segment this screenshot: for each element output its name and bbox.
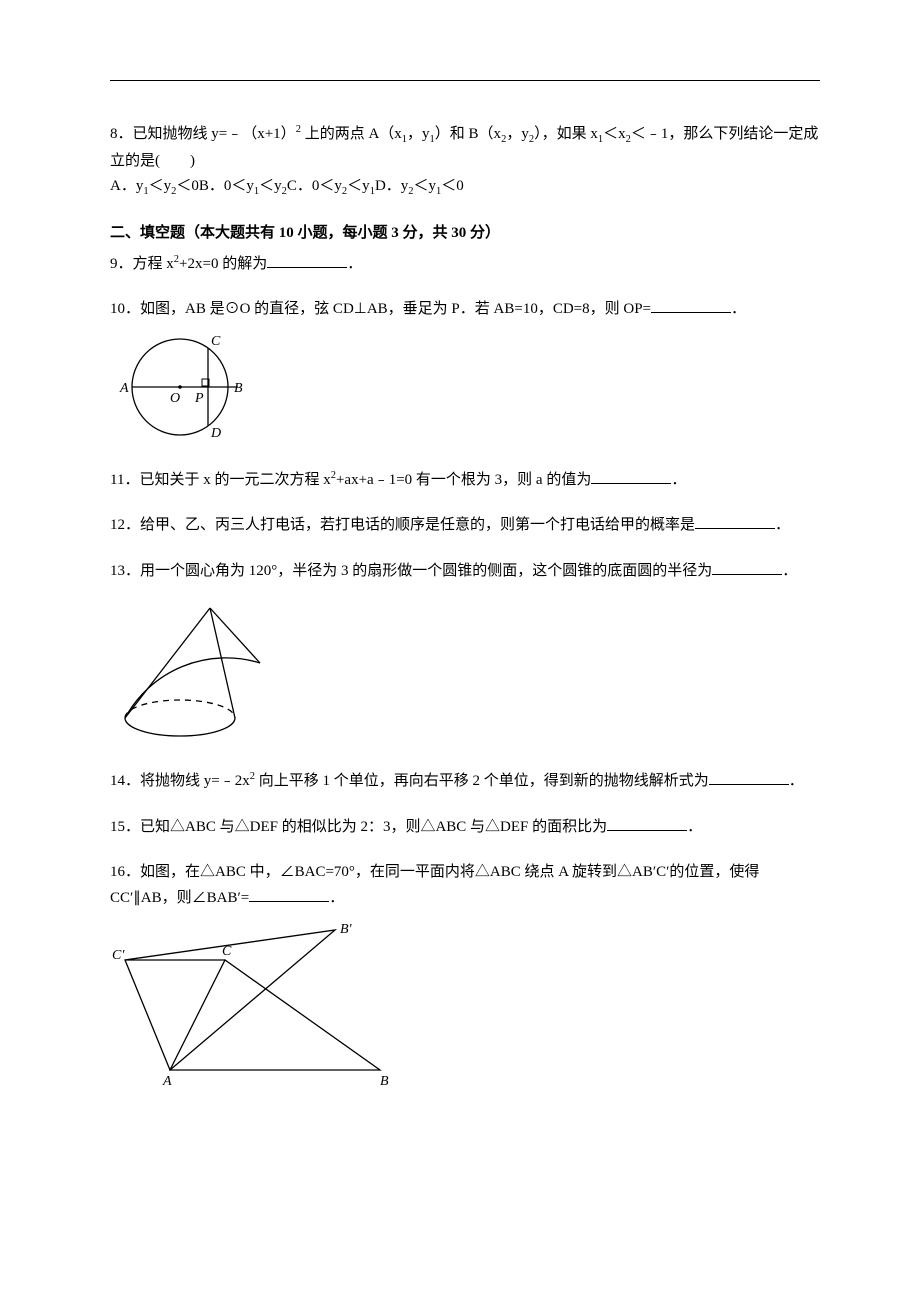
q8-optA-b: ＜y [149, 178, 172, 194]
q10-figure: A B C D O P [110, 327, 820, 447]
section-2-title: 二、填空题（本大题共有 10 小题，每小题 3 分，共 30 分） [110, 221, 820, 247]
q11-a: 已知关于 x 的一元二次方程 x [139, 472, 330, 488]
q14-blank [709, 769, 789, 785]
question-10: 10．如图，AB 是⊙O 的直径，弦 CD⊥AB，垂足为 P．若 AB=10，C… [110, 297, 820, 447]
q10-label-C: C [211, 334, 221, 349]
q10-num: 10． [110, 301, 140, 317]
question-11: 11．已知关于 x 的一元二次方程 x2+ax+a﹣1=0 有一个根为 3，则 … [110, 467, 820, 494]
q16-label-Cp: C' [112, 948, 125, 963]
q10-label-A: A [119, 381, 129, 396]
q8-ta: 已知抛物线 y=﹣（x+1） [133, 126, 296, 142]
q16-end: ． [329, 890, 344, 906]
q15-num: 15． [110, 819, 140, 835]
q11-blank [591, 468, 671, 484]
q10-label-P: P [194, 391, 204, 406]
q8-tb: 上的两点 A（x [301, 126, 402, 142]
q10-blank [651, 297, 731, 313]
question-8: 8．已知抛物线 y=﹣（x+1）2 上的两点 A（x1，y1）和 B（x2，y2… [110, 121, 820, 201]
q16-label-A: A [162, 1074, 172, 1085]
q12-blank [695, 513, 775, 529]
q11-end: ． [671, 472, 686, 488]
q12-a: 给甲、乙、丙三人打电话，若打电话的顺序是任意的，则第一个打电话给甲的概率是 [140, 517, 695, 533]
q8-td: ）和 B（x [435, 126, 501, 142]
q10-end: ． [731, 301, 746, 317]
q8-optB-b: ＜y [259, 178, 282, 194]
q16-num: 16． [110, 864, 140, 880]
q8-tf: ），如果 x [534, 126, 598, 142]
q13-blank [712, 559, 782, 575]
q14-b: 向上平移 1 个单位，再向右平移 2 个单位，得到新的抛物线解析式为 [255, 773, 709, 789]
q8-optA-a: A．y [110, 178, 143, 194]
q8-optD-b: ＜y [414, 178, 437, 194]
q15-a: 已知△ABC 与△DEF 的相似比为 2：3，则△ABC 与△DEF 的面积比为 [140, 819, 607, 835]
header-rule [110, 80, 820, 81]
question-12: 12．给甲、乙、丙三人打电话，若打电话的顺序是任意的，则第一个打电话给甲的概率是… [110, 513, 820, 539]
q12-num: 12． [110, 517, 140, 533]
q13-figure [110, 588, 820, 748]
q9-num: 9． [110, 256, 133, 272]
q16-label-C: C [222, 944, 232, 959]
q15-end: ． [687, 819, 702, 835]
q14-a: 将抛物线 y=﹣2x [140, 773, 250, 789]
q12-end: ． [775, 517, 790, 533]
q15-blank [607, 815, 687, 831]
q13-end: ． [782, 563, 797, 579]
q8-tg: ＜x [603, 126, 626, 142]
q9-blank [267, 252, 347, 268]
question-16: 16．如图，在△ABC 中，∠BAC=70°，在同一平面内将△ABC 绕点 A … [110, 860, 820, 1085]
q8-optB-a: B．0＜y [199, 178, 254, 194]
q13-a: 用一个圆心角为 120°，半径为 3 的扇形做一个圆锥的侧面，这个圆锥的底面圆的… [140, 563, 712, 579]
q9-end: ． [347, 256, 362, 272]
q8-optC-b: ＜y [347, 178, 370, 194]
q8-num: 8． [110, 126, 133, 142]
question-13: 13．用一个圆心角为 120°，半径为 3 的扇形做一个圆锥的侧面，这个圆锥的底… [110, 559, 820, 749]
q16-figure: A B B' C C' [110, 915, 820, 1085]
question-9: 9．方程 x2+2x=0 的解为． [110, 251, 820, 278]
q14-num: 14． [110, 773, 140, 789]
q8-optA-c: ＜0 [176, 178, 199, 194]
q8-te: ，y [506, 126, 529, 142]
question-14: 14．将抛物线 y=﹣2x2 向上平移 1 个单位，再向右平移 2 个单位，得到… [110, 768, 820, 795]
q11-num: 11． [110, 472, 139, 488]
q8-optC-a: C．0＜y [287, 178, 342, 194]
q16-label-B: B [380, 1074, 389, 1085]
q13-num: 13． [110, 563, 140, 579]
q11-b: +ax+a﹣1=0 有一个根为 3，则 a 的值为 [336, 472, 591, 488]
q10-a: 如图，AB 是⊙O 的直径，弦 CD⊥AB，垂足为 P．若 AB=10，CD=8… [140, 301, 651, 317]
q9-a: 方程 x [133, 256, 174, 272]
q16-a: 如图，在△ABC 中，∠BAC=70°，在同一平面内将△ABC 绕点 A 旋转到… [110, 864, 759, 906]
q8-tc: ，y [407, 126, 430, 142]
q10-label-D: D [210, 426, 221, 441]
q14-end: ． [789, 773, 804, 789]
q10-label-B: B [234, 381, 243, 396]
q10-label-O: O [170, 391, 180, 406]
q8-optD-c: ＜0 [441, 178, 464, 194]
question-15: 15．已知△ABC 与△DEF 的相似比为 2：3，则△ABC 与△DEF 的面… [110, 815, 820, 841]
q9-b: +2x=0 的解为 [179, 256, 267, 272]
q16-blank [249, 886, 329, 902]
q8-optD-a: D．y [375, 178, 408, 194]
q16-label-Bp: B' [340, 922, 353, 937]
